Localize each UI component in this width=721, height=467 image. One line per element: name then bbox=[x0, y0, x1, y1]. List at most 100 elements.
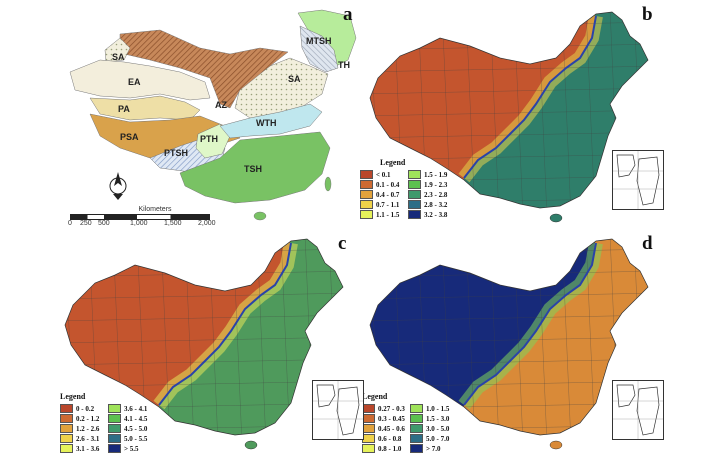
panel-c-map bbox=[55, 235, 355, 467]
scale-tick: 2,000 bbox=[198, 220, 216, 227]
boundary-line bbox=[158, 242, 292, 406]
legend-label: < 0.1 bbox=[376, 170, 391, 179]
island-hainan bbox=[253, 211, 267, 221]
legend-swatch bbox=[360, 180, 373, 189]
legend-item: 1.0 - 1.5 bbox=[410, 404, 454, 413]
country-outline bbox=[369, 11, 649, 209]
legend-item: 1.5 - 1.9 bbox=[408, 170, 452, 179]
legend-item: 0.6 - 0.8 bbox=[362, 434, 406, 443]
legend-c: Legend 0 - 0.2 0.2 - 1.2 1.2 - 2.6 2.6 - 3.… bbox=[60, 392, 152, 453]
legend-item: < 0.1 bbox=[360, 170, 404, 179]
legend-item: 0.1 - 0.4 bbox=[360, 180, 404, 189]
zone-pth bbox=[195, 123, 231, 159]
legend-item: > 5.5 bbox=[108, 444, 152, 453]
legend-swatch bbox=[410, 444, 423, 453]
zone-wth bbox=[219, 103, 323, 139]
legend-label: 0.7 - 1.1 bbox=[376, 200, 400, 209]
zone-map-svg: SA EA PA PSA AZ PTSH PTH TSH WTH SA MTSH… bbox=[69, 9, 357, 221]
legend-swatch bbox=[360, 200, 373, 209]
graticule-line bbox=[370, 292, 648, 300]
legend-item: 2.3 - 2.8 bbox=[408, 190, 452, 199]
scale-ticks: 0 250 500 1,000 1,500 2,000 bbox=[68, 220, 216, 229]
north-arrow-icon bbox=[109, 172, 127, 200]
zone-label: TH bbox=[338, 60, 350, 70]
island bbox=[549, 213, 563, 223]
legend-item: 0.27 - 0.3 bbox=[362, 404, 406, 413]
legend-label: 1.1 - 1.5 bbox=[376, 210, 400, 219]
country-outline bbox=[369, 238, 649, 436]
raster-map-svg bbox=[360, 11, 660, 226]
legend-item: 3.6 - 4.1 bbox=[108, 404, 152, 413]
legend-title: Legend bbox=[60, 392, 86, 401]
legend-label: > 5.5 bbox=[124, 444, 139, 453]
scale-tick: 500 bbox=[98, 220, 110, 227]
inset-south-china-sea bbox=[612, 150, 664, 210]
legend-swatch bbox=[410, 424, 423, 433]
legend-label: 4.5 - 5.0 bbox=[124, 424, 148, 433]
legend-label: > 7.0 bbox=[426, 444, 441, 453]
legend-label: 0.45 - 0.6 bbox=[378, 424, 405, 433]
zone-label: TSH bbox=[244, 164, 262, 174]
legend-item: 0.8 - 1.0 bbox=[362, 444, 406, 453]
panel-label-d: d bbox=[642, 233, 653, 254]
legend-label: 0.3 - 0.45 bbox=[378, 414, 405, 423]
legend-item: 1.9 - 2.3 bbox=[408, 180, 452, 189]
raster-map-svg bbox=[64, 238, 344, 450]
legend-item: 2.8 - 3.2 bbox=[408, 200, 452, 209]
scale-title: Kilometers bbox=[138, 206, 172, 213]
legend-label: 0.2 - 1.2 bbox=[76, 414, 100, 423]
legend-swatch bbox=[108, 404, 121, 413]
legend-label: 2.3 - 2.8 bbox=[424, 190, 448, 199]
legend-label: 1.2 - 2.6 bbox=[76, 424, 100, 433]
legend-label: 0.6 - 0.8 bbox=[378, 434, 402, 443]
graticule-line bbox=[370, 314, 648, 322]
legend-label: 1.5 - 1.9 bbox=[424, 170, 448, 179]
island bbox=[244, 440, 258, 450]
graticule-line bbox=[65, 292, 343, 300]
panel-d-map bbox=[360, 235, 660, 467]
legend-swatch bbox=[60, 434, 73, 443]
graticule-line bbox=[65, 314, 343, 322]
legend-item: 0.45 - 0.6 bbox=[362, 424, 406, 433]
legend-swatch bbox=[410, 414, 423, 423]
legend-item: 0.4 - 0.7 bbox=[360, 190, 404, 199]
legend-swatch bbox=[408, 190, 421, 199]
legend-label: 3.6 - 4.1 bbox=[124, 404, 148, 413]
zone-label: SA bbox=[112, 52, 125, 62]
panel-b-map bbox=[360, 8, 660, 240]
legend-swatch bbox=[60, 424, 73, 433]
panel-label-b: b bbox=[642, 4, 653, 25]
zone-label: AZ bbox=[215, 100, 227, 110]
zone-label: SA bbox=[288, 74, 301, 84]
zone-label: PTH bbox=[200, 134, 218, 144]
panel-a-zone-map: SA EA PA PSA AZ PTSH PTH TSH WTH SA MTSH… bbox=[60, 4, 360, 240]
legend-label: 1.5 - 3.0 bbox=[426, 414, 450, 423]
legend-swatch bbox=[60, 444, 73, 453]
legend-swatch bbox=[410, 404, 423, 413]
zone-tsh bbox=[179, 131, 331, 204]
legend-label: 1.0 - 1.5 bbox=[426, 404, 450, 413]
legend-swatch bbox=[60, 404, 73, 413]
inset-south-china-sea bbox=[312, 380, 364, 440]
legend-swatch bbox=[108, 424, 121, 433]
legend-item: 0.2 - 1.2 bbox=[60, 414, 104, 423]
legend-swatch bbox=[360, 170, 373, 179]
legend-swatch bbox=[108, 414, 121, 423]
zone-az bbox=[119, 29, 289, 109]
legend-item: 5.0 - 7.0 bbox=[410, 434, 454, 443]
legend-swatch bbox=[360, 210, 373, 219]
graticule-line bbox=[370, 336, 648, 344]
legend-title: Legend bbox=[380, 158, 406, 167]
legend-swatch bbox=[408, 170, 421, 179]
scale-bar: Kilometers 0 250 500 1,000 1,500 2,000 bbox=[68, 206, 216, 229]
panel-label-c: c bbox=[338, 233, 347, 254]
legend-label: 0 - 0.2 bbox=[76, 404, 95, 413]
legend-items: 0 - 0.2 0.2 - 1.2 1.2 - 2.6 2.6 - 3.1 3.1 - … bbox=[60, 404, 152, 453]
zone-sa-ne bbox=[234, 57, 329, 119]
graticule-line bbox=[360, 220, 660, 226]
legend-b: Legend < 0.1 0.1 - 0.4 0.4 - 0.7 0.7 - 1.1 1… bbox=[360, 158, 452, 219]
scale-tick: 0 bbox=[68, 220, 72, 227]
legend-label: 1.9 - 2.3 bbox=[424, 180, 448, 189]
scale-bar-graphic bbox=[70, 214, 210, 220]
scale-tick: 250 bbox=[80, 220, 92, 227]
